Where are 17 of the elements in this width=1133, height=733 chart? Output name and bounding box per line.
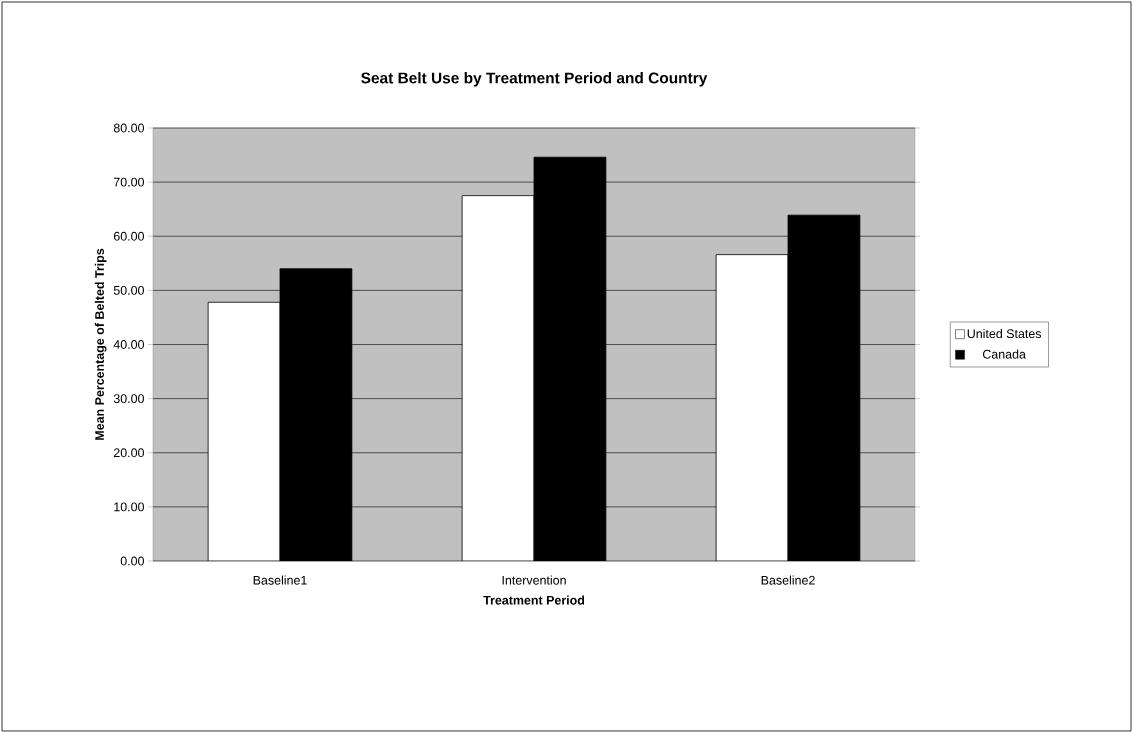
y-tick-label: 20.00: [113, 448, 144, 458]
chart-title: Seat Belt Use by Treatment Period and Country: [361, 72, 708, 87]
y-tick-label: 40.00: [113, 340, 144, 349]
y-tick-label: 60.00: [113, 231, 144, 241]
y-tick-label: 50.00: [113, 285, 144, 295]
y-tick-label: 30.00: [113, 394, 144, 404]
x-tick-label: Baseline1: [253, 575, 307, 585]
y-tick-label: 70.00: [113, 177, 144, 187]
x-tick-label: Intervention: [502, 575, 566, 585]
y-axis-title: Mean Percentage of Belted Trips: [94, 248, 107, 440]
legend-label: Canada: [982, 349, 1026, 359]
y-tick-label: 80.00: [113, 123, 144, 133]
x-tick-label: Baseline2: [761, 575, 815, 585]
y-tick-label: 0.00: [120, 556, 144, 566]
x-axis-title: Treatment Period: [483, 595, 585, 605]
y-tick-label: 10.00: [114, 502, 144, 512]
legend-label: United States: [967, 328, 1042, 339]
